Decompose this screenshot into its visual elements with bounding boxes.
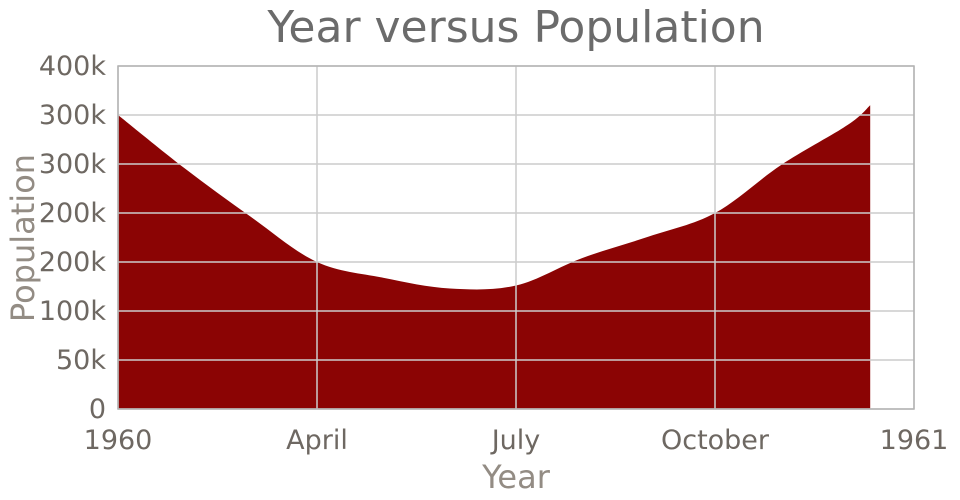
area-series-layer bbox=[118, 105, 871, 409]
x-axis-tick-labels: 1960 April July October 1961 bbox=[84, 425, 949, 456]
y-tick-label: 0 bbox=[89, 394, 106, 425]
y-tick-label: 200k bbox=[39, 198, 107, 229]
y-tick-label: 100k bbox=[39, 296, 107, 327]
x-tick-label: October bbox=[661, 425, 770, 456]
population-area-series bbox=[118, 105, 871, 409]
y-tick-label: 400k bbox=[39, 51, 107, 82]
y-tick-label: 300k bbox=[39, 100, 107, 131]
x-tick-label: 1961 bbox=[880, 425, 949, 456]
y-tick-label: 50k bbox=[56, 345, 106, 376]
y-axis-title: Population bbox=[4, 154, 42, 322]
y-tick-label: 300k bbox=[39, 149, 107, 180]
plot-frame bbox=[117, 65, 915, 410]
x-axis-title: Year bbox=[481, 458, 551, 496]
x-tick-label: April bbox=[286, 425, 348, 456]
x-tick-label: July bbox=[490, 425, 541, 456]
chart-title: Year versus Population bbox=[266, 2, 764, 53]
y-tick-label: 200k bbox=[39, 247, 107, 278]
x-tick-label: 1960 bbox=[84, 425, 153, 456]
y-axis-tick-labels: 0 50k 100k 200k 200k 300k 300k 400k bbox=[39, 51, 107, 425]
